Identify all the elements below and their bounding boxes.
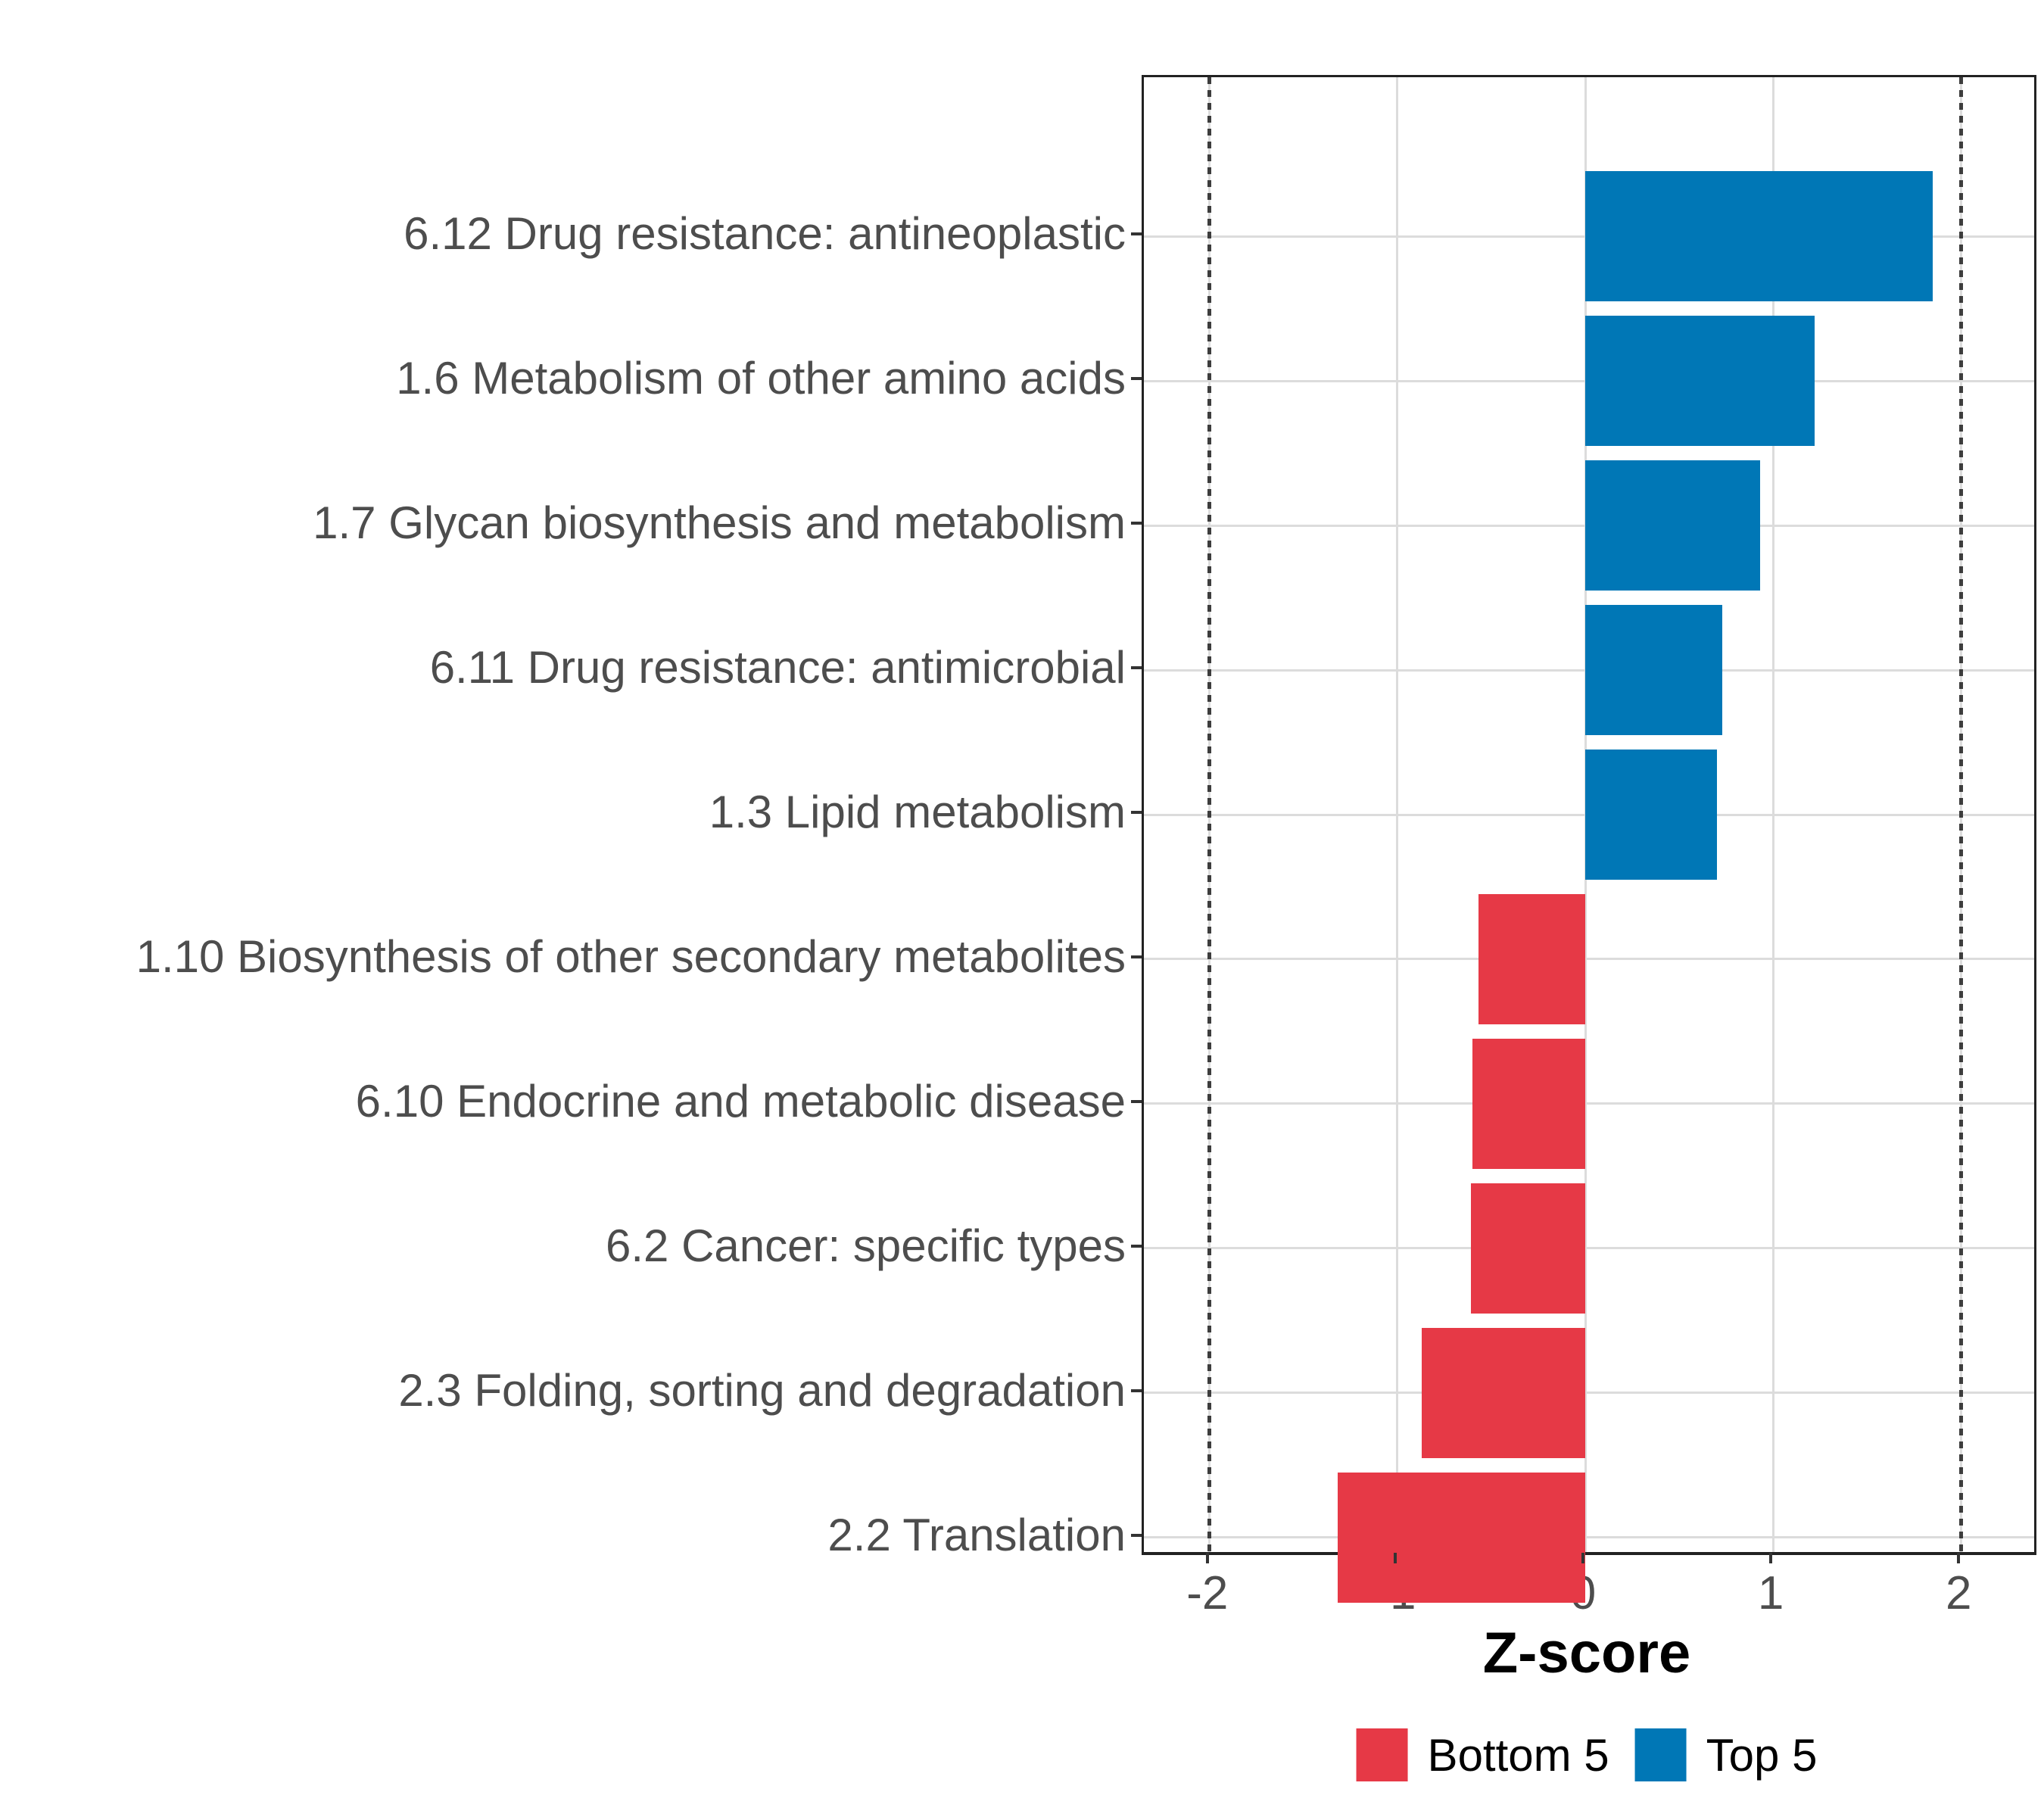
y-axis-tick [1131,1388,1142,1392]
legend: Bottom 5 Top 5 [1356,1728,1818,1781]
y-axis-label: 1.3 Lipid metabolism [709,787,1126,837]
legend-label-bottom5: Bottom 5 [1427,1729,1609,1781]
x-axis-tick [1957,1553,1961,1563]
x-axis-tick [1393,1553,1397,1563]
y-axis-label: 2.3 Folding, sorting and degradation [398,1364,1126,1416]
y-axis-label: 1.6 Metabolism of other amino acids [396,353,1126,404]
y-axis-tick [1131,522,1142,525]
horizontal-gridline [1144,1247,2034,1250]
x-axis-title: Z-score [1482,1621,1691,1685]
y-axis-label: 1.10 Biosynthesis of other secondary met… [136,930,1126,982]
y-axis-tick [1131,1099,1142,1103]
legend-swatch-top5 [1634,1728,1687,1781]
bar-positive [1585,171,1933,302]
bar-negative [1337,1472,1586,1603]
y-axis-label: 6.2 Cancer: specific types [606,1220,1126,1271]
x-axis-tick [1769,1553,1773,1563]
horizontal-gridline [1144,1536,2034,1539]
y-axis-label: 6.10 Endocrine and metabolic disease [355,1075,1126,1127]
bar-negative [1422,1327,1586,1458]
bar-positive [1585,605,1723,736]
y-axis-tick [1131,1533,1142,1537]
bar-negative [1470,1183,1586,1314]
plot-panel [1142,75,2036,1603]
y-axis-tick [1131,811,1142,814]
y-axis-label: 1.7 Glycan biosynthesis and metabolism [313,497,1126,549]
y-axis-tick [1131,666,1142,670]
y-axis-label: 2.2 Translation [827,1509,1126,1560]
y-axis-label: 6.11 Drug resistance: antimicrobial [429,642,1126,693]
horizontal-gridline [1144,958,2034,961]
dotted-reference-line [1958,77,1963,1552]
x-axis-tick [1581,1553,1585,1563]
y-axis-tick [1131,232,1142,236]
y-axis-tick [1131,1244,1142,1248]
y-axis-label: 6.12 Drug resistance: antineoplastic [404,208,1126,260]
x-axis-tick-label: 2 [1945,1567,1972,1619]
x-axis-tick-label: -2 [1186,1567,1229,1619]
legend-item-bottom5: Bottom 5 [1356,1728,1609,1781]
horizontal-gridline [1144,1102,2034,1105]
y-axis-tick [1131,377,1142,381]
bar-positive [1585,316,1815,447]
x-axis-tick-label: 1 [1757,1567,1784,1619]
legend-swatch-bottom5 [1356,1728,1408,1781]
x-axis-tick [1205,1553,1209,1563]
bar-negative [1478,893,1586,1024]
bar-positive [1585,460,1760,591]
dotted-reference-line [1207,77,1212,1552]
bar-negative [1472,1038,1586,1169]
y-axis-tick [1131,955,1142,958]
legend-item-top5: Top 5 [1634,1728,1818,1781]
legend-label-top5: Top 5 [1706,1729,1818,1781]
bar-positive [1585,750,1717,880]
horizontal-gridline [1144,1392,2034,1395]
